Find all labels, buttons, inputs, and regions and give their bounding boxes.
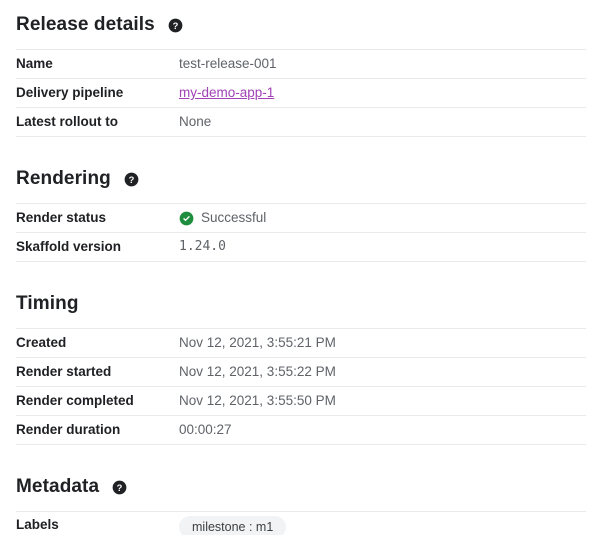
section-header-rendering: Rendering ? bbox=[16, 137, 586, 191]
row-label: Latest rollout to bbox=[16, 114, 118, 129]
delivery-pipeline-link[interactable]: my-demo-app-1 bbox=[179, 85, 275, 100]
section-title: Rendering bbox=[16, 168, 111, 189]
table-row: Skaffold version 1.24.0 bbox=[16, 232, 586, 262]
row-label: Render started bbox=[16, 364, 112, 379]
timing-rows: Created Nov 12, 2021, 3:55:21 PM Render … bbox=[16, 328, 586, 445]
row-value-name: test-release-001 bbox=[179, 56, 277, 71]
table-row: Render started Nov 12, 2021, 3:55:22 PM bbox=[16, 357, 586, 386]
section-header-release-details: Release details ? bbox=[16, 0, 586, 37]
row-value-render-started: Nov 12, 2021, 3:55:22 PM bbox=[179, 364, 336, 379]
row-value-render-status: Successful bbox=[179, 209, 586, 227]
help-circle-icon[interactable]: ? bbox=[124, 172, 139, 187]
table-row: Created Nov 12, 2021, 3:55:21 PM bbox=[16, 328, 586, 357]
row-label: Render duration bbox=[16, 422, 121, 437]
table-row: Render completed Nov 12, 2021, 3:55:50 P… bbox=[16, 386, 586, 415]
check-circle-icon bbox=[179, 211, 194, 225]
table-row: Render status Successful bbox=[16, 203, 586, 232]
svg-text:?: ? bbox=[128, 174, 134, 184]
status-badge: Successful bbox=[179, 209, 586, 227]
row-label: Labels bbox=[16, 517, 59, 532]
help-circle-icon[interactable]: ? bbox=[168, 18, 183, 33]
table-row: Delivery pipeline my-demo-app-1 bbox=[16, 78, 586, 107]
svg-text:?: ? bbox=[172, 20, 178, 30]
row-value-render-completed: Nov 12, 2021, 3:55:50 PM bbox=[179, 393, 336, 408]
row-value-latest-rollout: None bbox=[179, 114, 212, 129]
row-value-delivery-pipeline[interactable]: my-demo-app-1 bbox=[179, 84, 586, 102]
table-row: Labels milestone : m1 bbox=[16, 511, 586, 535]
row-label: Created bbox=[16, 335, 67, 350]
row-value-skaffold-version: 1.24.0 bbox=[179, 239, 226, 254]
row-label: Delivery pipeline bbox=[16, 85, 124, 100]
table-row: Render duration 00:00:27 bbox=[16, 415, 586, 445]
table-row: Name test-release-001 bbox=[16, 49, 586, 78]
row-label: Skaffold version bbox=[16, 239, 122, 254]
help-circle-icon[interactable]: ? bbox=[112, 480, 127, 495]
row-label: Render status bbox=[16, 210, 107, 225]
svg-text:?: ? bbox=[117, 482, 123, 492]
table-row: Latest rollout to None bbox=[16, 107, 586, 137]
metadata-rows: Labels milestone : m1 Annotations Commit… bbox=[16, 511, 586, 535]
section-title: Release details bbox=[16, 14, 155, 35]
release-details-rows: Name test-release-001 Delivery pipeline … bbox=[16, 49, 586, 137]
status-label: Successful bbox=[201, 210, 267, 225]
row-label: Name bbox=[16, 56, 53, 71]
section-title: Metadata bbox=[16, 476, 100, 497]
label-chip[interactable]: milestone : m1 bbox=[179, 516, 287, 535]
row-value-created: Nov 12, 2021, 3:55:21 PM bbox=[179, 335, 336, 350]
row-label: Render completed bbox=[16, 393, 134, 408]
section-header-timing: Timing bbox=[16, 262, 586, 316]
rendering-rows: Render status Successful Skaffold versio… bbox=[16, 203, 586, 262]
section-title: Timing bbox=[16, 293, 79, 314]
row-value-labels: milestone : m1 bbox=[179, 516, 586, 535]
section-header-metadata: Metadata ? bbox=[16, 445, 586, 499]
row-value-render-duration: 00:00:27 bbox=[179, 422, 232, 437]
